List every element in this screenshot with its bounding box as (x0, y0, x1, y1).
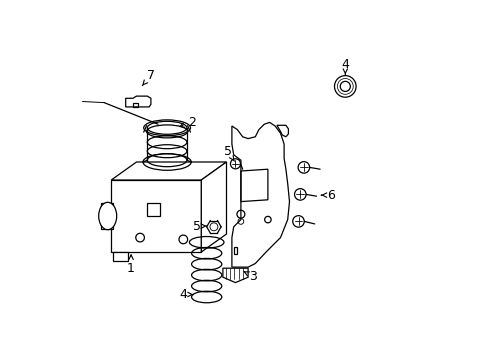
Circle shape (298, 162, 309, 173)
Ellipse shape (99, 202, 117, 230)
Polygon shape (101, 203, 113, 229)
Text: 6: 6 (321, 189, 334, 202)
Text: 7: 7 (142, 69, 155, 86)
Polygon shape (231, 122, 289, 267)
Polygon shape (201, 162, 226, 252)
Polygon shape (111, 180, 201, 252)
Circle shape (334, 76, 355, 97)
Circle shape (230, 159, 240, 169)
Text: 4: 4 (179, 288, 192, 301)
Polygon shape (223, 268, 247, 283)
Circle shape (292, 216, 304, 227)
Text: 5: 5 (193, 220, 206, 233)
Polygon shape (276, 125, 288, 137)
Polygon shape (125, 96, 151, 107)
Circle shape (294, 189, 305, 200)
Text: 5: 5 (224, 145, 234, 161)
Polygon shape (111, 162, 226, 180)
Text: 3: 3 (244, 270, 257, 283)
Text: 1: 1 (127, 255, 135, 275)
Text: 2: 2 (180, 116, 196, 129)
Text: 4: 4 (341, 58, 348, 74)
Polygon shape (113, 252, 127, 261)
